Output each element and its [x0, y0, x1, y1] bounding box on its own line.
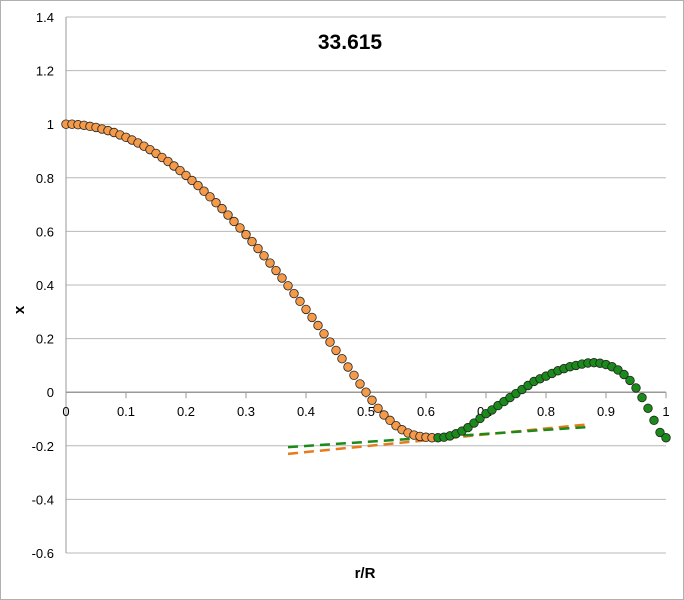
y-tick-label: -0.2 — [32, 439, 54, 454]
data-point-s0 — [217, 203, 227, 214]
data-point-s0 — [181, 170, 191, 181]
data-point-s0 — [379, 410, 389, 420]
data-point-s0 — [295, 296, 305, 307]
data-point-s0 — [193, 180, 203, 191]
x-tick-label: 0 — [62, 404, 69, 419]
data-point-s0 — [223, 210, 233, 220]
y-tick-label: -0.4 — [32, 492, 54, 507]
x-tick-label: 0.8 — [537, 404, 555, 419]
x-tick-label: 0.9 — [597, 404, 615, 419]
y-tick-label: 0.8 — [36, 171, 54, 186]
data-point-s0 — [241, 229, 251, 240]
tick-labels: -0.6 -0.4 -0.2 0 0.2 0.4 0.6 0.8 1 1.2 1.4 0 0.1 0.2 0… — [32, 10, 670, 561]
y-tick-label: 0.4 — [36, 278, 54, 293]
data-point-s0 — [355, 379, 365, 389]
x-tick-label: 0.6 — [417, 404, 435, 419]
data-point-s1 — [649, 415, 659, 426]
data-point-s0 — [211, 198, 221, 208]
y-tick-label: 0.6 — [36, 224, 54, 239]
data-points — [61, 119, 671, 443]
data-point-s0 — [199, 186, 209, 196]
data-point-s0 — [271, 265, 281, 276]
data-point-s0 — [253, 243, 263, 254]
data-point-s0 — [325, 337, 335, 347]
data-point-s0 — [187, 175, 197, 186]
y-tick-label: 1.4 — [36, 10, 54, 25]
data-point-s0 — [283, 281, 293, 291]
x-tick-label: 0.4 — [297, 404, 315, 419]
data-point-s0 — [385, 415, 395, 426]
data-point-s0 — [337, 354, 347, 364]
data-point-s1 — [655, 427, 665, 438]
y-tick-label: 1 — [47, 117, 54, 132]
data-point-s0 — [301, 304, 311, 315]
data-point-s0 — [259, 251, 269, 261]
data-point-s0 — [313, 320, 323, 331]
y-tick-label: 0 — [47, 385, 54, 400]
data-point-s0 — [361, 387, 371, 397]
data-point-s0 — [373, 403, 383, 413]
x-tick-label: 0.3 — [237, 404, 255, 419]
data-point-s1 — [637, 392, 647, 403]
data-point-s0 — [265, 258, 275, 268]
gridlines — [65, 16, 667, 554]
y-tick-label: 0.2 — [36, 332, 54, 347]
data-point-s0 — [205, 192, 215, 202]
x-axis-label: r/R — [355, 565, 376, 582]
data-point-s0 — [319, 329, 329, 339]
data-point-s0 — [367, 395, 377, 405]
data-point-s1 — [619, 369, 629, 380]
x-tick-label: 0.1 — [117, 404, 135, 419]
data-point-s0 — [235, 223, 245, 233]
data-point-s0 — [331, 345, 341, 356]
data-point-s0 — [247, 236, 257, 247]
data-point-s1 — [625, 375, 635, 386]
data-point-s1 — [631, 383, 641, 393]
y-tick-label: -0.6 — [32, 546, 54, 561]
data-point-s0 — [307, 312, 317, 323]
data-point-s0 — [289, 288, 299, 299]
data-point-s0 — [229, 216, 239, 227]
data-point-s0 — [277, 273, 287, 283]
data-point-s0 — [343, 362, 353, 372]
chart-title: 33.615 — [318, 31, 383, 54]
x-tick-label: 0.5 — [357, 404, 375, 419]
x-tick-label: 0.2 — [177, 404, 195, 419]
data-point-s1 — [661, 433, 671, 443]
y-tick-label: 1.2 — [36, 64, 54, 79]
data-point-s0 — [349, 370, 359, 381]
x-tick-label: 1 — [662, 404, 669, 419]
data-point-s1 — [643, 403, 653, 413]
y-axis-label: x — [11, 305, 28, 314]
